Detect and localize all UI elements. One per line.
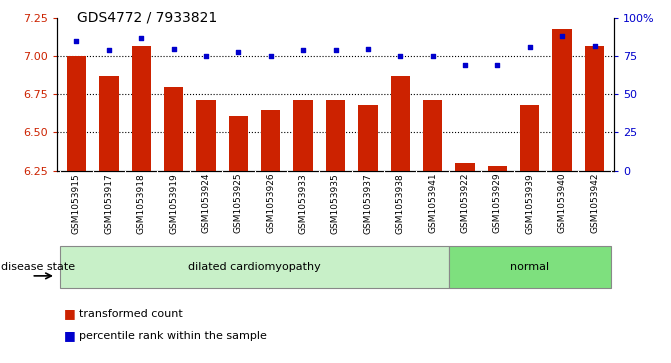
Point (460, 62, 470, 68)
Bar (293, 101, 313, 171)
Bar (164, 87, 183, 171)
Text: GSM1053933: GSM1053933 (299, 173, 307, 233)
Bar (391, 76, 410, 171)
Text: GSM1053937: GSM1053937 (364, 173, 372, 233)
Text: transformed count: transformed count (79, 309, 183, 319)
Point (201, 53, 211, 59)
Point (298, 47, 309, 53)
Bar (196, 101, 215, 171)
Bar (60, 245, 449, 288)
Point (136, 35, 146, 41)
Text: percentile rank within the sample: percentile rank within the sample (79, 331, 266, 341)
Point (330, 47, 341, 53)
Point (557, 33, 568, 39)
Text: ■: ■ (64, 307, 76, 321)
Text: disease state: disease state (1, 262, 74, 272)
Bar (423, 101, 442, 171)
Text: GSM1053940: GSM1053940 (558, 173, 566, 233)
Bar (552, 29, 572, 171)
Bar (326, 101, 345, 171)
Text: GSM1053929: GSM1053929 (493, 173, 502, 233)
Text: GSM1053926: GSM1053926 (266, 173, 275, 233)
Point (427, 53, 438, 59)
Text: GSM1053918: GSM1053918 (137, 173, 146, 233)
Bar (488, 166, 507, 171)
Text: GSM1053925: GSM1053925 (234, 173, 243, 233)
Point (168, 46, 179, 52)
Bar (585, 46, 605, 171)
Point (589, 43, 600, 49)
Text: ■: ■ (64, 329, 76, 342)
Text: normal: normal (510, 262, 550, 272)
Point (233, 49, 244, 54)
Point (395, 53, 406, 59)
Bar (229, 116, 248, 171)
Point (492, 62, 503, 68)
Bar (358, 105, 378, 171)
Text: GSM1053915: GSM1053915 (72, 173, 81, 233)
Text: GSM1053942: GSM1053942 (590, 173, 599, 233)
Text: GSM1053941: GSM1053941 (428, 173, 437, 233)
Point (103, 47, 114, 53)
Text: GDS4772 / 7933821: GDS4772 / 7933821 (77, 11, 217, 25)
Text: GSM1053935: GSM1053935 (331, 173, 340, 233)
Text: GSM1053919: GSM1053919 (169, 173, 178, 233)
Text: dilated cardiomyopathy: dilated cardiomyopathy (188, 262, 321, 272)
Text: GSM1053924: GSM1053924 (201, 173, 211, 233)
Text: GSM1053938: GSM1053938 (396, 173, 405, 233)
Bar (132, 46, 151, 171)
Bar (99, 76, 119, 171)
Point (362, 46, 373, 52)
Bar (520, 105, 539, 171)
Bar (261, 110, 280, 171)
Bar (66, 56, 86, 171)
Point (265, 53, 276, 59)
Bar (456, 163, 474, 171)
Bar (449, 245, 611, 288)
Text: GSM1053939: GSM1053939 (525, 173, 534, 233)
Text: GSM1053922: GSM1053922 (460, 173, 470, 233)
Text: GSM1053917: GSM1053917 (105, 173, 113, 233)
Point (71, 38, 82, 44)
Point (525, 44, 535, 50)
